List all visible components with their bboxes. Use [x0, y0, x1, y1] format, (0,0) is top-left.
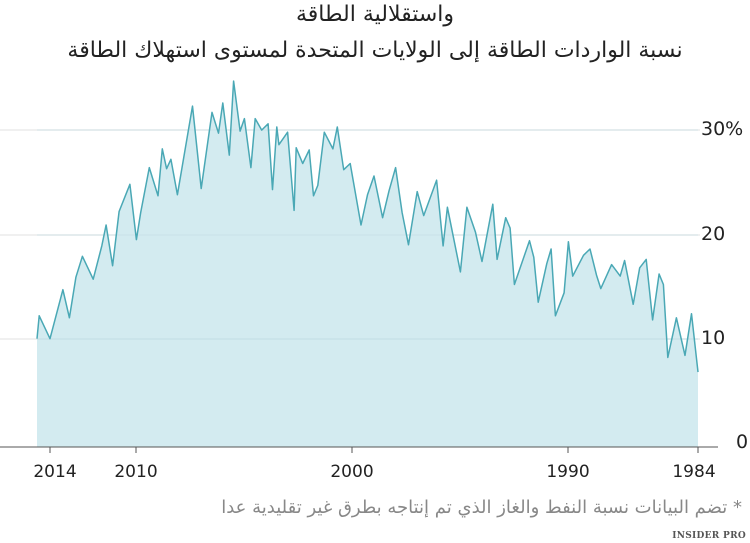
area-fill: [37, 81, 698, 447]
x-tick-label-1984: 1984: [672, 462, 716, 482]
y-tick-label-30: 30%: [701, 118, 744, 140]
y-tick-label-10: 10: [701, 327, 726, 349]
x-tick-label-2000: 2000: [330, 462, 374, 482]
chart-title: واستقلالية الطاقة: [295, 2, 455, 27]
x-tick-label-2014: 2014: [33, 462, 77, 482]
gridlines-over: [37, 129, 698, 340]
chart-subtitle: نسبة الواردات الطاقة إلى الولايات المتحد…: [67, 38, 683, 63]
x-tick-label-2010: 2010: [114, 462, 158, 482]
y-tick-label-20: 20: [701, 223, 726, 245]
data-line: [36, 80, 699, 373]
y-tick-label-0: 0: [736, 431, 749, 453]
x-axis-ticks: [49, 447, 699, 453]
footnote: * تضم البيانات نسبة النفط والغاز الذي تم…: [221, 497, 742, 518]
brand-logo: INSIDER PRO: [672, 531, 746, 541]
x-tick-label-1990: 1990: [546, 462, 590, 482]
